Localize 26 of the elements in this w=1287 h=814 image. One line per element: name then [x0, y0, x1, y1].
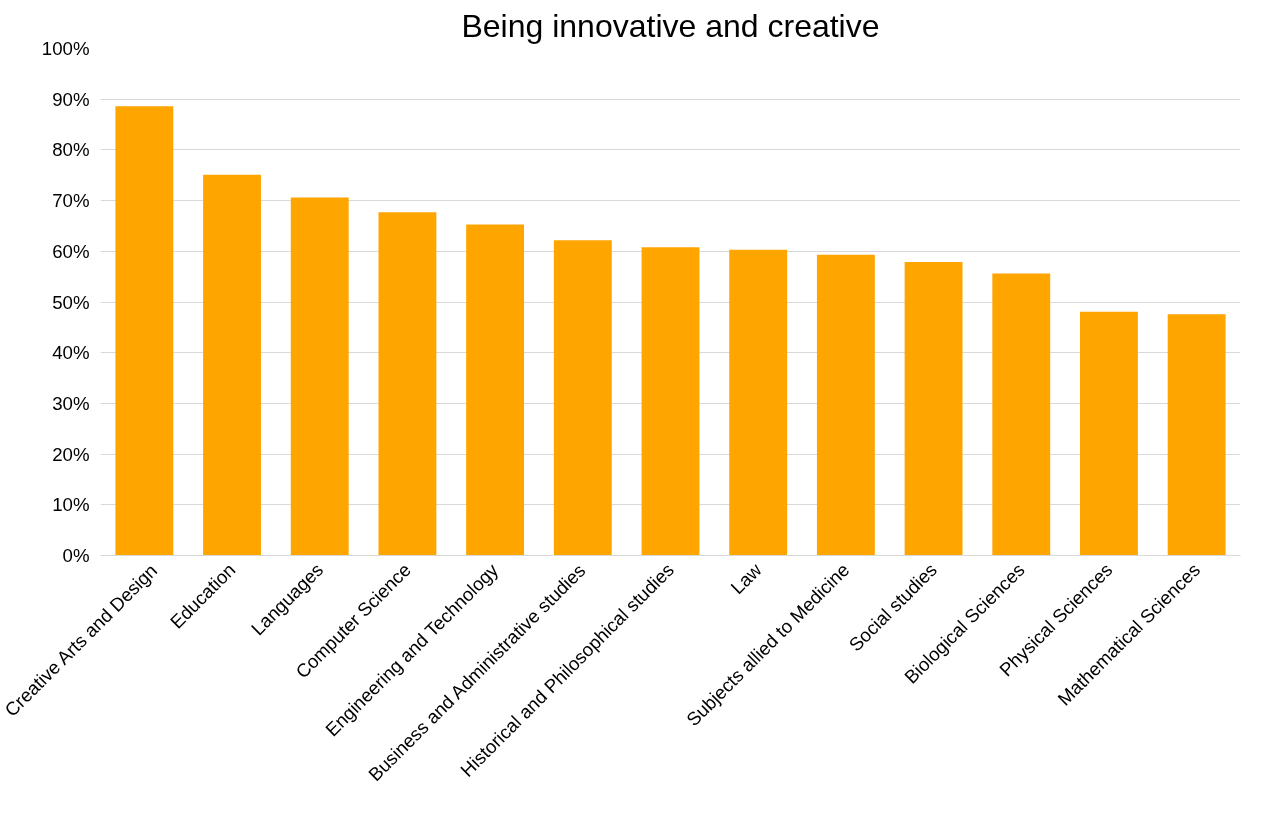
bar [115, 106, 174, 556]
bar [1080, 311, 1138, 556]
bar [729, 249, 788, 556]
bar [378, 212, 437, 556]
bar [992, 273, 1051, 556]
x-tick-label: Law [726, 558, 766, 599]
y-tick-label: 50% [52, 291, 90, 313]
y-tick-label: 80% [52, 139, 90, 161]
bar [203, 174, 261, 556]
y-tick-label: 90% [52, 88, 90, 110]
y-tick-label: 0% [62, 545, 90, 566]
y-tick-label: 30% [52, 392, 90, 414]
bar [1167, 314, 1226, 556]
y-tick-label: 70% [52, 190, 90, 212]
chart-title: Being innovative and creative [461, 7, 880, 44]
y-tick-label: 100% [41, 38, 90, 59]
bar [290, 197, 349, 556]
y-tick-label: 40% [52, 342, 90, 364]
bar [816, 254, 875, 556]
bar [904, 261, 963, 556]
y-tick-label: 10% [52, 494, 90, 516]
bar [466, 224, 525, 556]
bar [641, 247, 700, 556]
y-tick-label: 60% [52, 240, 90, 262]
bar [553, 240, 612, 556]
y-tick-label: 20% [52, 443, 90, 465]
